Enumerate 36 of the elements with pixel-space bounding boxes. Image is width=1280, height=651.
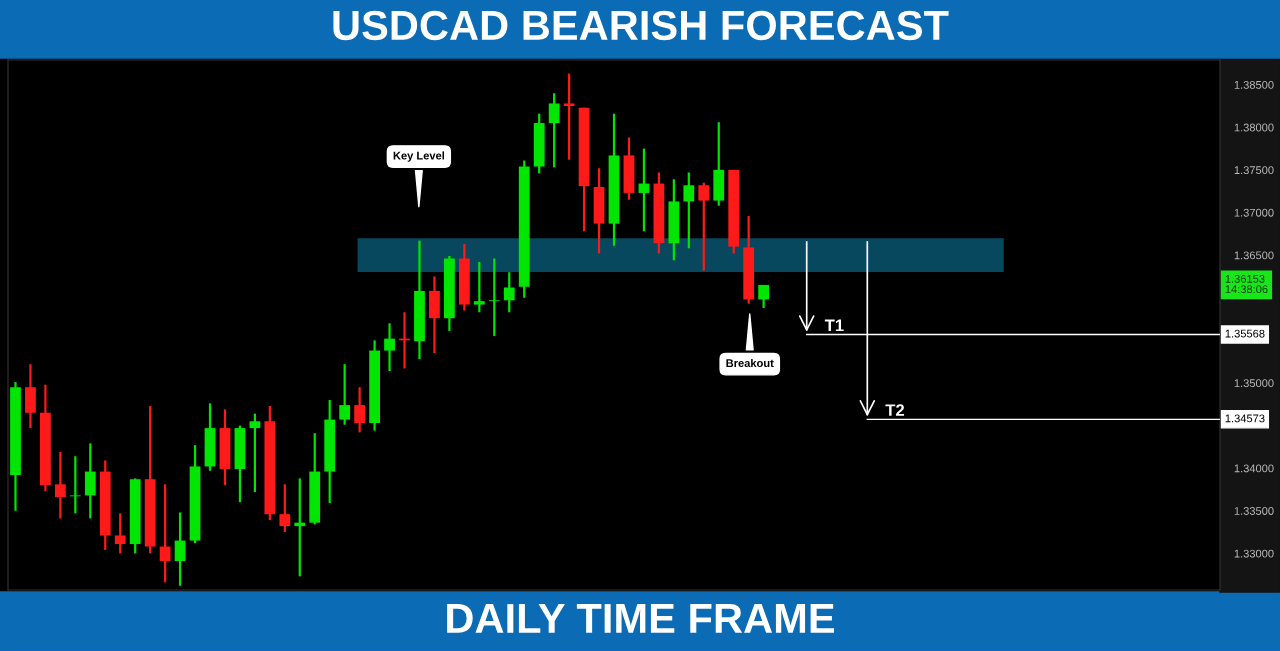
candlestick xyxy=(279,483,291,534)
y-tick-label: 1.37500 xyxy=(1234,166,1274,175)
ref-line-label: T1 xyxy=(824,319,844,332)
annotation: Key Level xyxy=(393,151,445,162)
text: 1.34573 xyxy=(1225,414,1265,423)
candlestick xyxy=(683,171,695,250)
candlestick xyxy=(698,181,710,272)
candlestick xyxy=(174,511,186,587)
text: 1.36153 14:38:06 xyxy=(1225,274,1268,294)
chart-title: USDCAD BEARISH FORECAST xyxy=(333,10,949,41)
y-tick-label: 1.33500 xyxy=(1234,507,1274,515)
candlestick xyxy=(354,386,366,434)
y-tick-label: 1.37000 xyxy=(1234,208,1274,217)
annotation: Breakout xyxy=(726,358,774,368)
candlestick xyxy=(548,92,560,169)
y-tick-label: 1.36500 xyxy=(1234,251,1274,260)
candlestick xyxy=(384,322,395,373)
text: DAILY TIME FRAME xyxy=(447,604,835,633)
ref-line-label: T2 xyxy=(885,404,905,416)
y-tick-label: 1.33000 xyxy=(1234,549,1274,558)
candlestick xyxy=(473,260,485,314)
candlestick xyxy=(339,363,351,426)
candlestick xyxy=(249,412,261,494)
y-tick-label: 1.38500 xyxy=(1234,80,1274,89)
candlestick xyxy=(54,450,66,520)
y-tick-label: 1.34000 xyxy=(1234,464,1274,473)
candlestick xyxy=(84,442,96,520)
candlestick xyxy=(488,257,500,338)
y-tick-label: 1.38000 xyxy=(1234,123,1274,132)
candlestick xyxy=(114,512,126,555)
candlestick xyxy=(69,455,81,515)
candlestick xyxy=(563,72,575,161)
text: 1.35568 xyxy=(1225,329,1265,338)
candlestick xyxy=(503,271,515,314)
y-tick-label: 1.35000 xyxy=(1234,379,1274,388)
candlestick xyxy=(159,483,171,584)
